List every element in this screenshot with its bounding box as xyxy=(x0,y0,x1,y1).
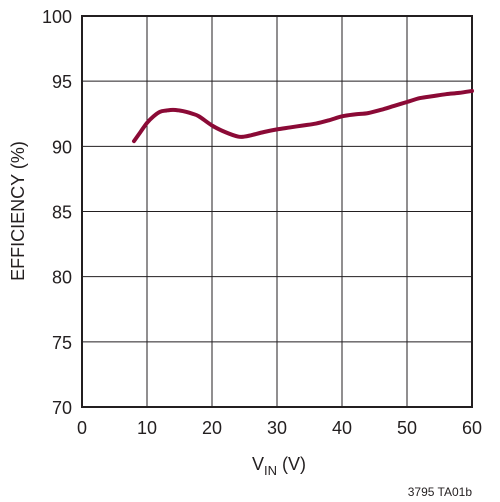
series-layer xyxy=(132,88,474,144)
efficiency-series-line xyxy=(132,88,474,144)
x-tick-label: 60 xyxy=(462,418,482,438)
figure-code: 3795 TA01b xyxy=(408,485,473,499)
y-tick-label: 70 xyxy=(52,398,72,418)
y-tick-label: 85 xyxy=(52,203,72,223)
grid xyxy=(82,16,472,407)
x-tick-label: 0 xyxy=(77,418,87,438)
y-tick-label: 100 xyxy=(42,7,72,27)
tick-labels: 0 10 20 30 40 50 60 70 75 80 85 90 95 100 xyxy=(42,7,482,438)
plot-frame xyxy=(81,15,473,408)
x-tick-label: 10 xyxy=(137,418,157,438)
y-tick-label: 75 xyxy=(52,333,72,353)
x-axis-label-unit: (V) xyxy=(277,454,306,474)
x-axis-label: VIN (V) xyxy=(252,454,306,478)
y-tick-label: 80 xyxy=(52,268,72,288)
x-tick-label: 20 xyxy=(202,418,222,438)
y-axis-label: EFFICIENCY (%) xyxy=(8,141,28,281)
x-axis-label-subscript: IN xyxy=(264,463,277,478)
y-tick-label: 95 xyxy=(52,72,72,92)
x-tick-label: 50 xyxy=(397,418,417,438)
x-tick-label: 40 xyxy=(332,418,352,438)
x-axis-label-main: V xyxy=(252,454,264,474)
y-tick-label: 90 xyxy=(52,137,72,157)
x-tick-label: 30 xyxy=(267,418,287,438)
